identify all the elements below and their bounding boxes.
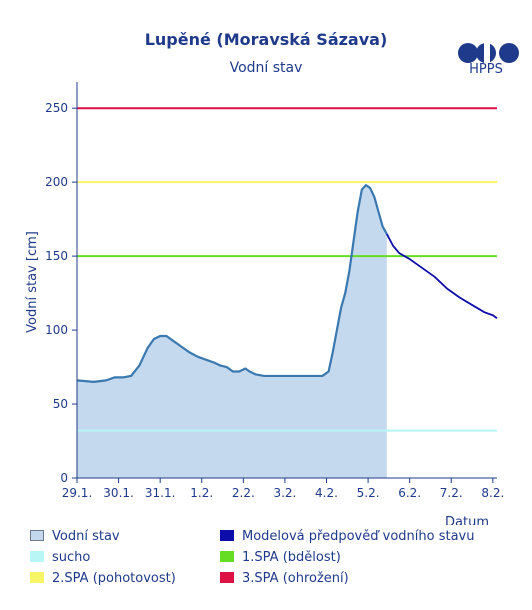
water-level-area [77,185,387,478]
legend-swatch-drought [30,551,44,562]
x-tick-label-7: 5.2. [357,486,380,500]
chart-title: Lupěné (Moravská Sázava) [144,30,388,49]
logo-text: HPPS [469,62,503,77]
y-tick-label-250: 250 [45,101,68,115]
y-tick-label-150: 150 [45,249,68,263]
x-tick-label-0: 29.1. [62,486,93,500]
forecast-line [386,233,498,319]
legend-item-spa2: 2.SPA (pohotovost) [30,571,176,586]
x-tick-label-6: 4.2. [315,486,338,500]
legend-item-spa1: 1.SPA (bdělost) [220,550,341,565]
hpps-logo [458,43,519,63]
legend-item-spa3: 3.SPA (ohrožení) [220,571,349,586]
x-tick-label-9: 7.2. [440,486,463,500]
legend-swatch-spa2 [30,572,44,583]
legend-swatch-water-level [30,530,44,541]
x-tick-label-3: 1.2. [190,486,213,500]
legend-swatch-spa1 [220,551,234,562]
chart-subtitle: Vodní stav [229,60,303,76]
legend-item-water-level: Vodní stav [30,529,120,544]
legend-label-drought: sucho [52,550,91,565]
legend-item-forecast: Modelová předpověď vodního stavu [220,529,474,544]
legend-swatch-spa3 [220,572,234,583]
legend-label-water-level: Vodní stav [52,529,120,544]
x-tick-label-8: 6.2. [398,486,421,500]
y-tick-label-0: 0 [60,471,68,485]
x-axis-title: Datum [445,515,489,525]
y-tick-label-200: 200 [45,175,68,189]
x-tick-label-10: 8.2. [481,486,504,500]
legend-label-spa1: 1.SPA (bdělost) [242,550,341,565]
x-tick-label-4: 2.2. [232,486,255,500]
x-tick-label-2: 31.1. [145,486,176,500]
legend-item-drought: sucho [30,550,90,565]
y-tick-label-50: 50 [53,397,68,411]
legend-swatch-forecast [220,530,234,541]
legend-label-forecast: Modelová předpověď vodního stavu [242,529,475,544]
water-level-line [76,184,388,383]
x-tick-label-5: 3.2. [273,486,296,500]
y-axis-title: Vodní stav [cm] [25,231,40,333]
water-level-chart: 0 50 100 150 200 250 29.1. 30.1. 31.1. 1.2. 2.2. 3.… [25,82,504,525]
legend-label-spa3: 3.SPA (ohrožení) [242,571,349,586]
legend-label-spa2: 2.SPA (pohotovost) [52,571,176,586]
x-tick-label-1: 30.1. [103,486,134,500]
y-tick-label-100: 100 [45,323,68,337]
